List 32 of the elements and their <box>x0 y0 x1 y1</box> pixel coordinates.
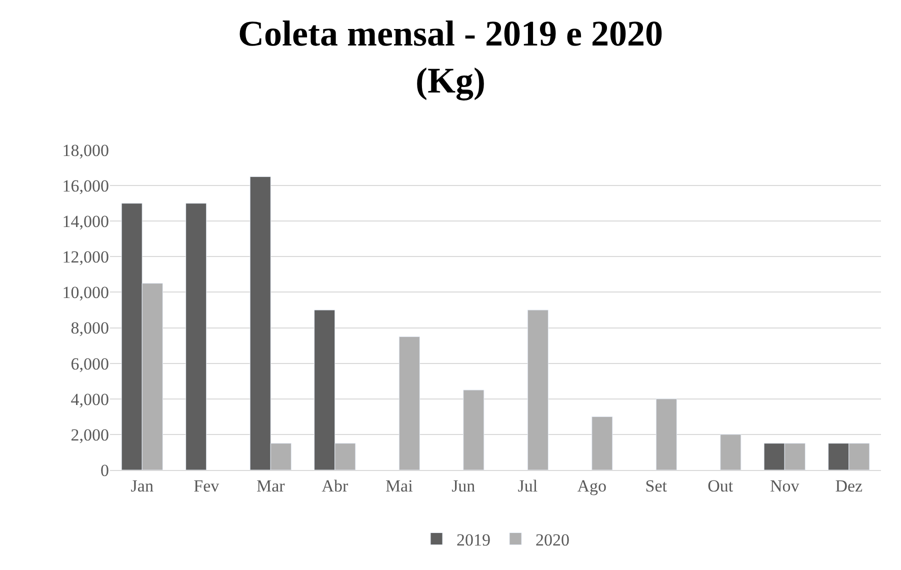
legend-label: 2020 <box>536 530 570 550</box>
x-tick-label: Abr <box>322 476 348 496</box>
x-tick-label: Mar <box>256 476 286 496</box>
y-tick-label: 4,000 <box>70 390 109 409</box>
x-tick-label: Set <box>645 476 668 496</box>
bar <box>527 310 548 470</box>
bar <box>720 434 742 470</box>
y-tick-label: 2,000 <box>70 425 109 444</box>
y-tick-label: 14,000 <box>62 212 109 232</box>
y-tick-label: 10,000 <box>62 283 109 302</box>
x-tick-label: Jul <box>518 476 538 496</box>
y-tick-label: 0 <box>100 460 109 480</box>
legend-label: 2019 <box>456 530 490 550</box>
x-tick-label: Mai <box>385 476 414 496</box>
y-tick-label: 8,000 <box>70 318 109 338</box>
x-tick-label: Fev <box>194 476 220 496</box>
bar <box>656 398 677 470</box>
x-tick-label: Ago <box>577 476 607 496</box>
chart-title: Coleta mensal - 2019 e 2020 (Kg) <box>238 14 663 100</box>
bar <box>463 390 484 470</box>
bar <box>186 203 207 470</box>
x-tick-label: Nov <box>770 476 800 496</box>
x-tick-label: Out <box>708 476 734 496</box>
x-tick-label: Jun <box>452 476 476 496</box>
y-tick-label: 18,000 <box>62 140 109 160</box>
bar <box>398 336 420 470</box>
y-tick-label: 12,000 <box>62 248 109 267</box>
y-tick-label: 16,000 <box>62 176 109 196</box>
x-tick-label: Dez <box>835 476 864 496</box>
bar <box>592 416 613 470</box>
x-tick-label: Jan <box>130 476 154 496</box>
y-tick-label: 6,000 <box>70 354 109 374</box>
